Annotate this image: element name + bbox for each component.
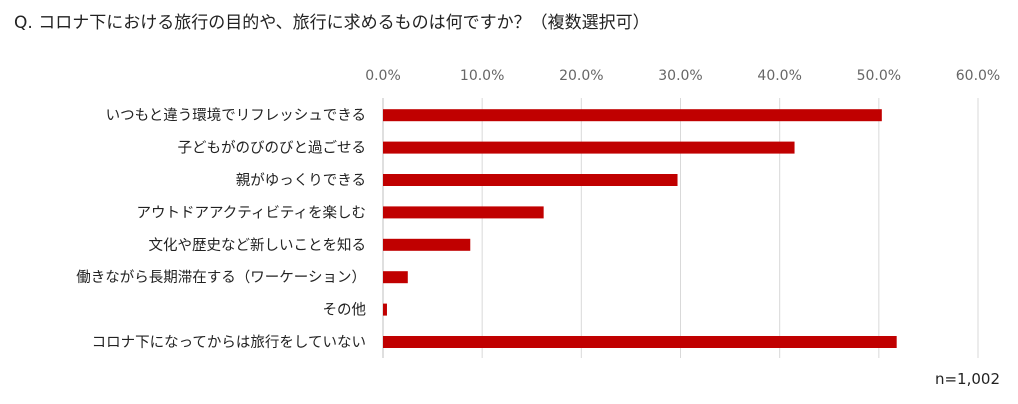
category-label: 子どもがのびのびと過ごせる (178, 140, 367, 157)
bar (383, 336, 897, 348)
category-label: コロナ下になってからは旅行をしていない (92, 334, 366, 351)
bar (383, 206, 544, 219)
bar (383, 174, 678, 186)
x-tick-label: 10.0% (460, 68, 504, 84)
x-tick-label: 60.0% (956, 68, 1000, 84)
category-label: 文化や歴史など新しいことを知る (149, 237, 367, 254)
bar (383, 109, 882, 122)
bar (383, 141, 795, 154)
bar (383, 303, 387, 316)
x-tick-label: 30.0% (658, 68, 702, 84)
x-tick-label: 40.0% (757, 68, 801, 84)
bar (383, 271, 408, 284)
category-label: その他 (323, 302, 367, 319)
category-label: 親がゆっくりできる (236, 172, 366, 189)
category-label: 働きながら長期滞在する（ワーケーション） (76, 269, 366, 286)
sample-size-note: n=1,002 (934, 370, 1000, 388)
x-tick-label: 50.0% (857, 68, 901, 84)
category-label: アウトドアアクティビティを楽しむ (136, 204, 366, 221)
x-tick-label: 20.0% (559, 68, 603, 84)
x-tick-label: 0.0% (365, 68, 401, 84)
chart-title: Q. コロナ下における旅行の目的や、旅行に求めるものは何ですか？（複数選択可） (14, 13, 650, 33)
category-label: いつもと違う環境でリフレッシュできる (106, 106, 366, 124)
bar (383, 238, 471, 251)
